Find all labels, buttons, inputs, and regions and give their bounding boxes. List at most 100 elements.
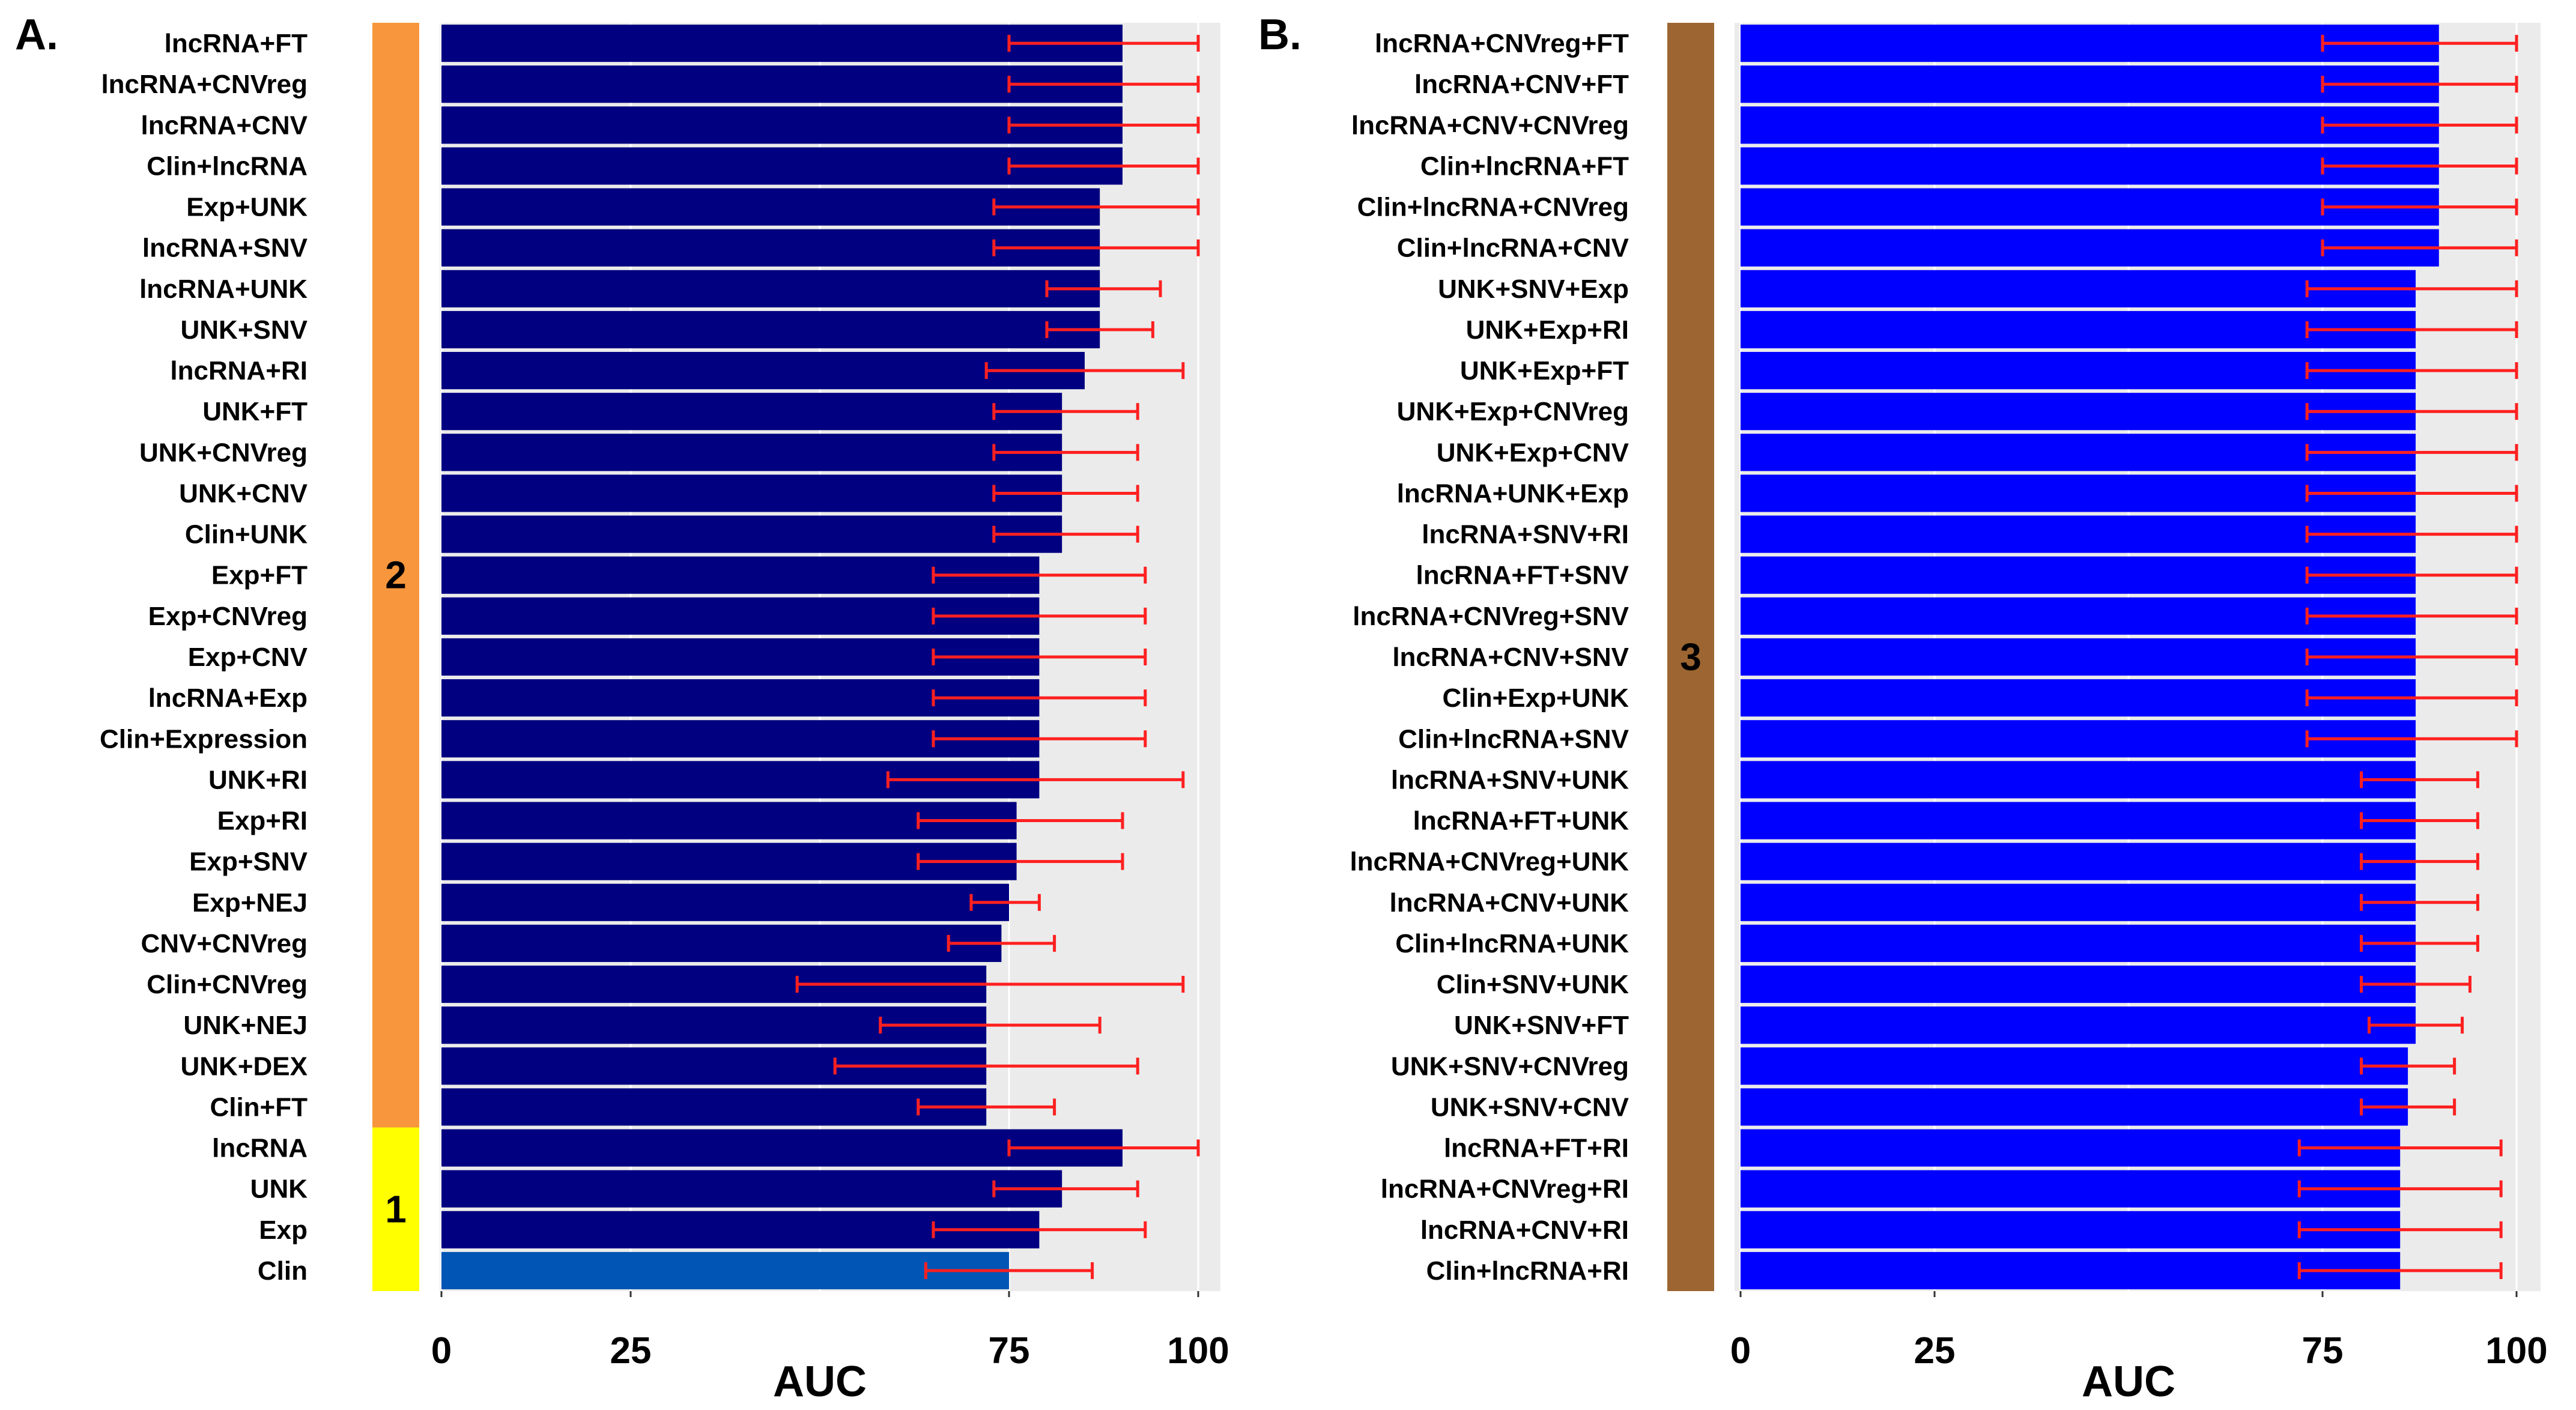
bar — [441, 393, 1062, 431]
bar — [1741, 310, 2416, 349]
bar — [1741, 1129, 2401, 1167]
bar — [441, 924, 1002, 962]
x-tick-label: 25 — [1914, 1330, 1956, 1372]
x-tick-label: 0 — [1730, 1330, 1751, 1372]
category-label: lncRNA+CNVreg+SNV — [1353, 602, 1629, 631]
category-label: UNK+Exp+RI — [1466, 315, 1629, 345]
category-label: lncRNA+CNVreg+UNK — [1350, 847, 1629, 877]
bar — [1741, 1088, 2408, 1126]
category-label: UNK+Exp+FT — [1460, 356, 1629, 386]
category-label: UNK+DEX — [181, 1051, 308, 1081]
category-label: Clin+UNK — [185, 520, 308, 549]
category-label: Clin+FT — [210, 1092, 308, 1122]
bar — [441, 270, 1100, 307]
bar — [1741, 1251, 2401, 1289]
group-label: 2 — [385, 554, 407, 597]
category-label: Exp+SNV — [189, 847, 308, 877]
category-label: Clin+lncRNA — [147, 151, 308, 181]
category-label: UNK+SNV+FT — [1454, 1011, 1629, 1040]
category-label: UNK+SNV+CNV — [1431, 1092, 1629, 1122]
group-strip — [372, 1127, 419, 1291]
category-label: lncRNA+CNVreg+RI — [1381, 1175, 1629, 1204]
bar — [1741, 352, 2416, 390]
category-label: lncRNA+SNV+RI — [1422, 520, 1629, 549]
category-label: Exp — [259, 1215, 308, 1245]
bar — [1741, 1170, 2401, 1208]
group-strip — [1667, 23, 1714, 1291]
category-label: Clin+SNV+UNK — [1437, 970, 1629, 999]
category-label: Clin+lncRNA+RI — [1426, 1256, 1629, 1286]
x-tick-label: 75 — [2302, 1330, 2344, 1372]
category-label: lncRNA+Exp — [148, 683, 308, 713]
bar — [1741, 802, 2416, 840]
x-axis-label: AUC — [773, 1358, 867, 1406]
category-label: UNK — [250, 1175, 308, 1204]
category-label: lncRNA+CNVreg+FT — [1375, 29, 1629, 58]
category-label: lncRNA+UNK+Exp — [1397, 479, 1629, 508]
bar — [441, 310, 1100, 349]
category-label: lncRNA+FT — [165, 29, 308, 58]
panel-b: B. 3 lncRNA+CNVreg+FT lncRNA+CNV+FT lncRNA+C… — [1258, 11, 2548, 1406]
x-axis-label: AUC — [2082, 1358, 2175, 1406]
group-strip — [372, 23, 419, 1128]
bar — [1741, 761, 2416, 799]
bar — [1741, 556, 2416, 594]
category-label: lncRNA+CNV+UNK — [1389, 888, 1629, 918]
category-label: UNK+NEJ — [183, 1011, 308, 1040]
bar — [441, 474, 1062, 512]
category-label: Clin+lncRNA+CNVreg — [1357, 193, 1629, 222]
bar — [1741, 720, 2416, 758]
category-label: CNV+CNVreg — [141, 929, 308, 958]
bar — [441, 1170, 1062, 1208]
bar — [1741, 843, 2416, 880]
category-label: lncRNA+CNV+FT — [1414, 70, 1629, 99]
category-label: Clin+lncRNA+CNV — [1397, 234, 1629, 263]
category-label: UNK+SNV — [181, 315, 308, 345]
panel-label: A. — [15, 11, 58, 59]
x-tick-label: 25 — [610, 1330, 652, 1372]
bar — [1741, 1006, 2416, 1044]
bar — [1741, 515, 2416, 553]
bar — [1741, 393, 2416, 431]
category-label: lncRNA+CNVreg — [101, 70, 308, 99]
x-tick-label: 100 — [1167, 1330, 1229, 1372]
category-label: Exp+UNK — [186, 193, 308, 222]
category-label: lncRNA+CNV+SNV — [1392, 643, 1629, 672]
category-label: lncRNA+CNV+CNVreg — [1351, 110, 1629, 140]
category-label: Exp+CNV — [188, 643, 308, 672]
bar — [441, 1088, 987, 1126]
bar — [1741, 597, 2416, 635]
panel-label: B. — [1258, 11, 1302, 59]
bar — [441, 188, 1100, 226]
category-label: UNK+FT — [202, 397, 308, 426]
bar — [1741, 1211, 2401, 1248]
bar — [441, 883, 1009, 921]
x-tick-label: 75 — [989, 1330, 1030, 1372]
category-label: UNK+RI — [208, 765, 308, 794]
category-label: Clin+CNVreg — [147, 970, 308, 999]
category-label: Clin+Expression — [100, 724, 308, 754]
category-label: lncRNA+CNV+RI — [1420, 1215, 1629, 1245]
category-label: lncRNA+SNV+UNK — [1391, 765, 1629, 794]
category-label: Clin+lncRNA+UNK — [1395, 929, 1629, 958]
category-label: UNK+SNV+CNVreg — [1391, 1051, 1629, 1081]
group-label: 1 — [385, 1188, 407, 1231]
category-label: Exp+NEJ — [192, 888, 308, 918]
bar — [441, 352, 1085, 390]
category-label: lncRNA — [212, 1134, 308, 1163]
group-label: 3 — [1680, 635, 1702, 679]
category-label: Clin+lncRNA+FT — [1420, 151, 1629, 181]
bar — [1741, 270, 2416, 307]
panel-a: A. 2 1 lncRNA+FT lncRNA+CNVreg lncRNA+CNV Clin… — [15, 11, 1229, 1406]
x-tick-label: 0 — [431, 1330, 452, 1372]
category-label: lncRNA+FT+RI — [1444, 1134, 1629, 1163]
bar — [1741, 434, 2416, 471]
category-label: lncRNA+FT+SNV — [1416, 561, 1629, 590]
category-label: Clin+lncRNA+SNV — [1398, 724, 1629, 754]
category-label: lncRNA+CNV — [141, 110, 308, 140]
category-label: Clin+Exp+UNK — [1442, 683, 1629, 713]
category-label: Exp+RI — [217, 806, 308, 836]
bar — [1741, 924, 2416, 962]
bar — [1741, 474, 2416, 512]
